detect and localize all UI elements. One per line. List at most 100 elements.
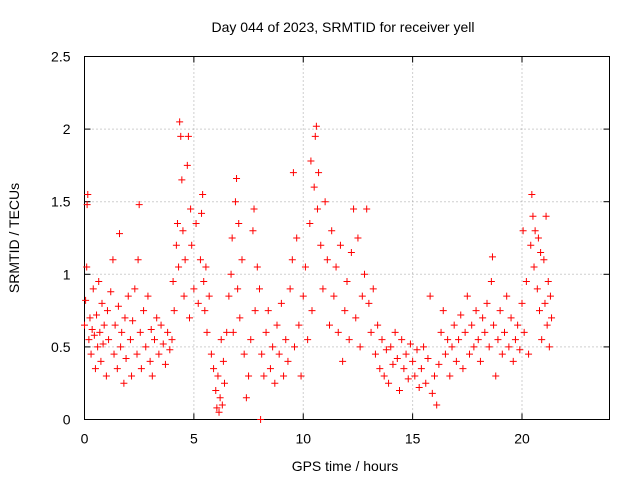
data-point xyxy=(266,365,274,373)
data-point xyxy=(367,328,375,336)
y-tick-label: 1.5 xyxy=(51,194,71,210)
data-point xyxy=(306,219,314,227)
data-point xyxy=(544,278,552,286)
data-point xyxy=(98,299,106,307)
data-point xyxy=(213,404,221,412)
data-point xyxy=(148,372,156,380)
data-point xyxy=(170,307,178,315)
data-point xyxy=(102,372,110,380)
data-point xyxy=(417,365,425,373)
data-point xyxy=(202,263,210,271)
data-point xyxy=(89,285,97,293)
data-point xyxy=(192,219,200,227)
data-point xyxy=(468,321,476,329)
data-point xyxy=(236,314,244,322)
data-point xyxy=(411,372,419,380)
data-point xyxy=(109,256,117,264)
data-point xyxy=(210,365,218,373)
data-point xyxy=(501,328,508,336)
data-point xyxy=(541,299,549,307)
data-point xyxy=(393,355,401,363)
data-point xyxy=(159,340,167,348)
data-point xyxy=(227,270,235,278)
data-point xyxy=(352,314,360,322)
data-point xyxy=(288,256,296,264)
data-point xyxy=(339,357,347,365)
data-point xyxy=(187,205,195,213)
data-point xyxy=(215,408,223,416)
data-point xyxy=(540,256,548,264)
data-point xyxy=(223,328,231,336)
data-point xyxy=(90,331,98,339)
data-point xyxy=(178,176,186,184)
data-point xyxy=(310,183,318,191)
data-point xyxy=(188,241,196,249)
data-point xyxy=(253,263,261,271)
data-point xyxy=(422,379,430,387)
data-point xyxy=(369,285,377,293)
data-point xyxy=(534,234,542,242)
data-point xyxy=(334,328,342,336)
data-point xyxy=(538,336,546,344)
data-point xyxy=(347,249,355,257)
data-point xyxy=(299,292,307,300)
data-point xyxy=(343,278,351,286)
data-point xyxy=(474,336,482,344)
data-point xyxy=(94,343,102,351)
chart-title: Day 044 of 2023, SRMTID for receiver yel… xyxy=(212,19,475,35)
data-point xyxy=(93,311,101,319)
data-point xyxy=(321,198,329,206)
y-axis-title: SRMTID / TECUs xyxy=(6,183,22,293)
data-point xyxy=(433,401,441,409)
data-point xyxy=(114,302,122,310)
x-tick-label: 15 xyxy=(405,431,421,447)
data-point xyxy=(518,299,526,307)
data-point xyxy=(546,292,554,300)
data-point xyxy=(319,285,327,293)
data-point xyxy=(511,336,519,344)
data-point xyxy=(503,292,511,300)
data-point xyxy=(275,350,283,358)
data-point xyxy=(85,336,93,344)
data-point xyxy=(128,372,136,380)
data-point xyxy=(522,278,530,286)
data-point xyxy=(117,343,125,351)
data-point xyxy=(134,256,142,264)
data-point xyxy=(212,386,220,394)
data-point xyxy=(341,307,349,315)
data-point xyxy=(218,401,226,409)
data-point xyxy=(83,263,91,271)
data-point xyxy=(103,307,111,315)
data-point xyxy=(380,372,388,380)
data-point xyxy=(516,346,524,354)
data-point xyxy=(289,169,297,177)
data-point xyxy=(136,328,144,336)
data-point xyxy=(118,328,126,336)
data-point xyxy=(238,256,246,264)
data-point xyxy=(172,241,180,249)
data-point xyxy=(311,132,319,140)
data-point xyxy=(179,227,187,235)
data-point xyxy=(235,219,243,227)
data-point xyxy=(420,343,428,351)
data-point xyxy=(505,343,513,351)
data-point xyxy=(137,365,145,373)
x-axis-title: GPS time / hours xyxy=(292,458,399,474)
y-tick-label: 2 xyxy=(63,121,71,137)
data-point xyxy=(87,350,95,358)
data-point xyxy=(216,394,224,402)
data-point xyxy=(256,285,263,293)
data-point xyxy=(533,285,541,293)
data-point xyxy=(490,321,498,329)
data-point xyxy=(286,285,294,293)
data-point xyxy=(133,350,141,358)
data-point xyxy=(404,375,412,383)
data-point xyxy=(536,307,543,315)
data-point xyxy=(485,343,493,351)
data-point xyxy=(147,325,155,333)
data-point xyxy=(190,285,198,293)
data-point xyxy=(363,205,371,213)
data-point xyxy=(308,307,316,315)
data-point xyxy=(194,299,202,307)
